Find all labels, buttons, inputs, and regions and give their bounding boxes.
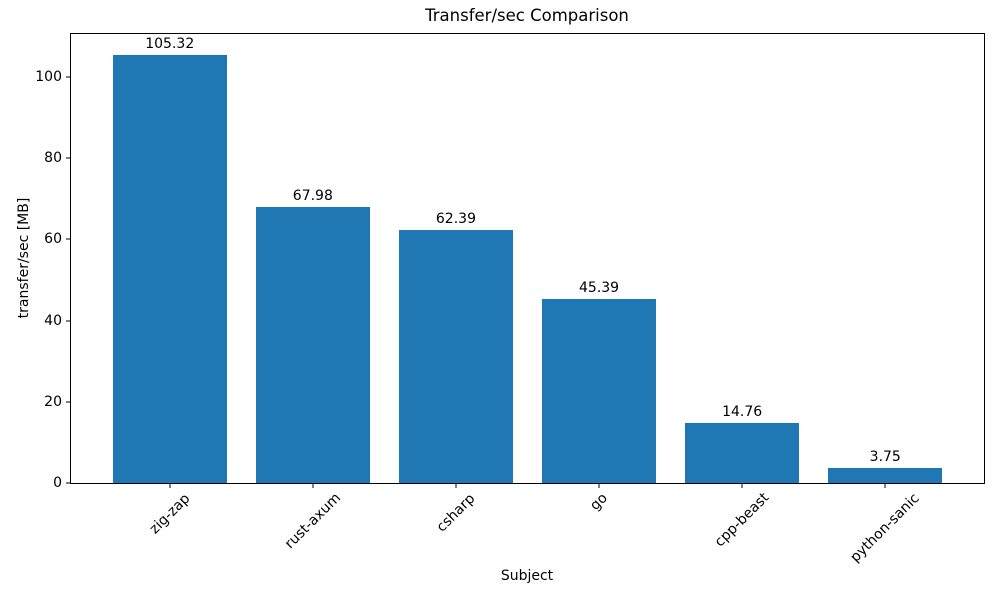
y-tick-mark: [66, 482, 70, 484]
y-tick-label-40: 40: [44, 312, 62, 329]
y-tick-label-60: 60: [44, 231, 62, 248]
y-tick-mark: [66, 320, 70, 322]
x-tick-mark: [455, 484, 457, 488]
x-axis-label: Subject: [500, 568, 554, 584]
bar-value-label-python-sanic: 3.75: [869, 448, 901, 465]
y-tick-mark: [66, 76, 70, 78]
y-tick-label-80: 80: [44, 150, 62, 167]
x-tick-label-csharp: csharp: [433, 490, 479, 535]
x-tick-label-rust-axum: rust-axum: [281, 490, 344, 553]
x-tick-label-go: go: [587, 490, 611, 514]
y-tick-mark: [66, 157, 70, 159]
bar-value-label-zig-zap: 105.32: [145, 36, 195, 53]
y-tick-label-0: 0: [53, 475, 62, 491]
bar-value-label-go: 45.39: [579, 279, 620, 296]
x-tick-mark: [741, 484, 743, 488]
y-axis-label: transfer/sec [MB]: [16, 197, 32, 319]
bar-zig-zap: [112, 55, 227, 483]
y-tick-mark: [66, 238, 70, 240]
x-tick-mark: [169, 484, 171, 488]
chart-title: Transfer/sec Comparison: [425, 6, 629, 25]
bar-value-label-csharp: 62.39: [435, 210, 476, 227]
bar-csharp: [398, 229, 514, 483]
bar-value-label-rust-axum: 67.98: [292, 188, 333, 204]
x-tick-label-cpp-beast: cpp-beast: [711, 490, 773, 551]
bar-cpp-beast: [684, 423, 800, 483]
x-tick-label-python-sanic: python-sanic: [847, 490, 923, 566]
bar-go: [541, 298, 657, 483]
x-tick-mark: [884, 484, 886, 488]
y-tick-label-20: 20: [44, 393, 62, 410]
bar-rust-axum: [255, 207, 371, 483]
y-tick-mark: [66, 401, 70, 403]
x-tick-mark: [598, 484, 600, 488]
x-tick-mark: [312, 484, 314, 488]
x-tick-label-zig-zap: zig-zap: [146, 490, 194, 537]
plot-area: 105.32 67.98 62.39 45.39 14.76 3.75: [70, 33, 985, 484]
bar-python-sanic: [828, 467, 943, 483]
y-tick-label-100: 100: [35, 68, 62, 85]
bar-value-label-cpp-beast: 14.76: [722, 404, 763, 421]
